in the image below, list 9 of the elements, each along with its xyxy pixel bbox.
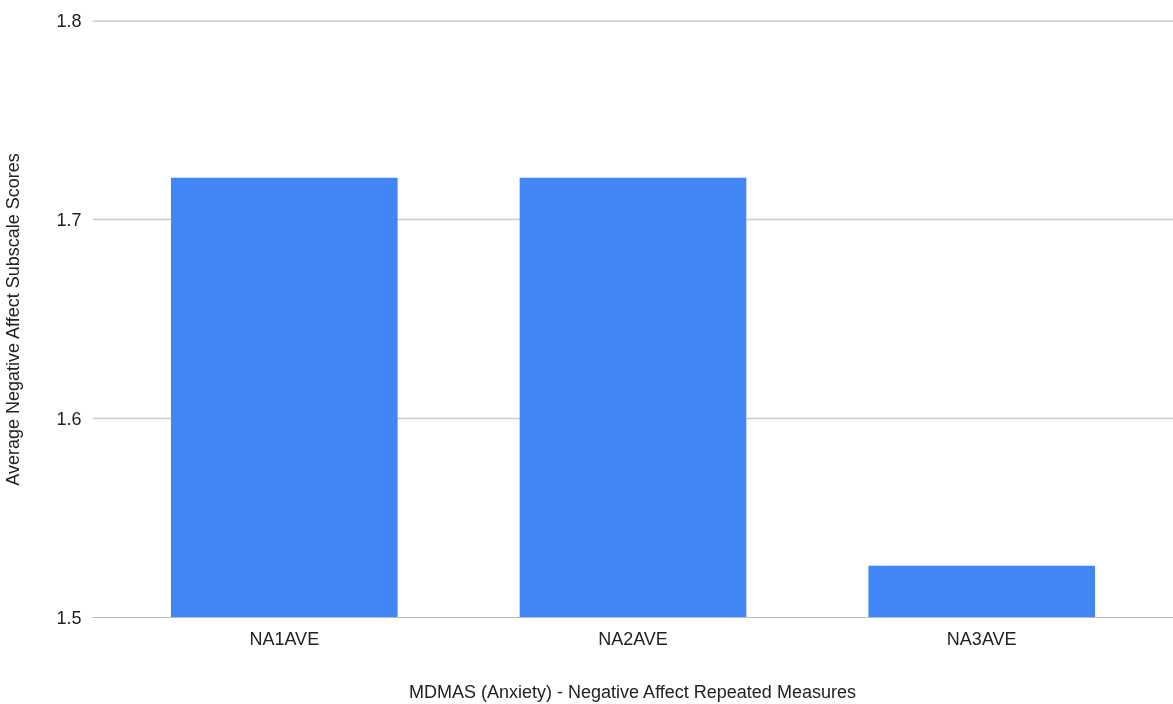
x-tick-label: NA2AVE: [598, 628, 668, 649]
y-tick-label: 1.6: [56, 409, 82, 429]
x-axis-title: MDMAS (Anxiety) - Negative Affect Repeated Measures: [409, 681, 856, 702]
x-tick-label: NA1AVE: [249, 628, 320, 649]
y-tick-label: 1.7: [56, 210, 82, 230]
y-axis-title: Average Negative Affect Subscale Scores: [3, 153, 24, 486]
x-tick-label: NA3AVE: [946, 628, 1017, 649]
y-tick-label: 1.5: [56, 608, 82, 628]
y-tick-label: 1.8: [56, 11, 82, 31]
